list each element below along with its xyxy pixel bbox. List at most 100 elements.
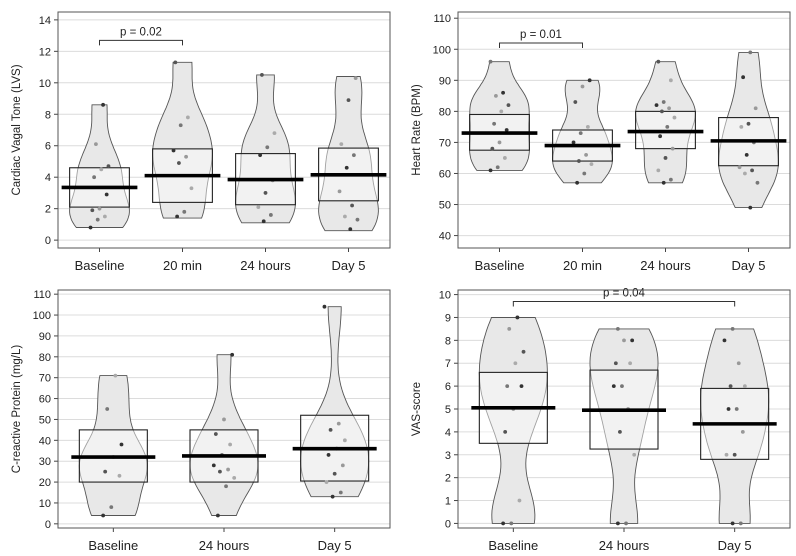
data-point (336, 421, 341, 426)
data-point (344, 165, 349, 170)
data-point (101, 102, 105, 107)
data-point (580, 84, 585, 89)
y-tick-label: 1 (445, 496, 451, 508)
data-point (503, 429, 508, 434)
data-point (672, 115, 677, 120)
data-point (326, 453, 331, 457)
data-point (661, 100, 666, 104)
y-tick-label: 10 (39, 498, 51, 510)
data-point (734, 407, 739, 411)
data-point (573, 100, 578, 104)
data-point (342, 438, 347, 443)
data-point (753, 106, 758, 111)
data-point (658, 134, 663, 139)
data-point (736, 361, 741, 366)
data-point (750, 168, 754, 173)
y-tick-label: 20 (39, 477, 51, 489)
data-point (330, 494, 335, 499)
data-point (632, 452, 637, 457)
x-tick-label: Day 5 (718, 538, 752, 553)
data-point (728, 384, 733, 389)
data-point (656, 168, 661, 173)
y-tick-label: 14 (39, 15, 51, 27)
data-point (611, 384, 616, 389)
density-bean (635, 61, 696, 184)
y-tick-label: 40 (39, 435, 51, 447)
data-point (261, 219, 266, 224)
data-point (738, 521, 743, 526)
data-point (117, 473, 122, 478)
y-tick-label: 2 (45, 204, 51, 216)
data-point (668, 78, 673, 83)
group-0: Baseline (471, 315, 556, 553)
y-tick-label: 2 (445, 473, 451, 485)
plot-frame (457, 289, 791, 529)
data-point (506, 103, 511, 108)
significance-bracket (512, 300, 736, 307)
y-tick-label: 6 (445, 381, 451, 393)
data-point (106, 164, 111, 169)
data-point (501, 521, 506, 526)
data-point (667, 106, 671, 111)
data-point (660, 109, 664, 114)
data-point (746, 121, 751, 126)
data-point (185, 115, 190, 120)
y-tick-label: 60 (439, 168, 451, 180)
data-point (618, 429, 622, 434)
data-point (265, 145, 270, 150)
data-point (97, 206, 102, 211)
data-point (222, 417, 226, 422)
data-point (488, 59, 493, 64)
group-1: 20 min (144, 60, 221, 273)
data-point (670, 146, 675, 151)
data-point (109, 505, 114, 510)
data-point (218, 469, 222, 474)
data-point (575, 180, 580, 185)
data-point (668, 177, 673, 182)
data-point (226, 467, 230, 472)
data-point (743, 171, 747, 176)
data-point (661, 180, 666, 185)
data-point (488, 168, 493, 173)
y-tick-label: 50 (439, 200, 451, 212)
data-point (268, 213, 273, 217)
y-tick-label: 50 (39, 414, 51, 426)
data-point (101, 513, 106, 518)
panel-hr: 40 50 60 70 80 90 100 110 Heart Rate (BPM) Baseli… (411, 11, 791, 273)
data-point (744, 152, 749, 157)
data-point (104, 192, 109, 197)
data-point (519, 384, 524, 389)
data-point (748, 50, 753, 55)
y-tick-label: 10 (39, 78, 51, 90)
panel-vas: 0 1 2 3 4 5 6 7 8 9 10 VAS-score Baseline 24 hours Day… (411, 287, 791, 553)
group-2: Day 5 (692, 327, 777, 553)
data-point (215, 513, 220, 518)
data-point (332, 471, 337, 476)
y-axis-label: VAS-score (411, 382, 423, 436)
group-1: 20 min (544, 78, 621, 273)
y-tick-label: 90 (39, 331, 51, 343)
data-point (755, 180, 760, 185)
data-point (256, 205, 261, 209)
y-tick-label: 6 (45, 141, 51, 153)
data-point (732, 452, 737, 457)
data-point (620, 384, 624, 389)
y-tick-label: 4 (445, 427, 451, 439)
density-bean (235, 74, 296, 224)
y-tick-label: 7 (445, 358, 451, 370)
y-tick-label: 100 (33, 310, 51, 322)
data-point (495, 165, 500, 170)
group-1: 24 hours (182, 352, 266, 553)
group-2: 24 hours (227, 73, 304, 273)
y-tick-label: 60 (39, 394, 51, 406)
data-point (505, 384, 510, 389)
data-point (103, 469, 108, 474)
data-point (513, 361, 518, 366)
data-point (578, 131, 583, 136)
y-tick-label: 40 (439, 231, 451, 243)
data-point (102, 214, 107, 219)
y-tick-label: 30 (39, 456, 51, 468)
significance-bracket (99, 39, 183, 46)
panel-lvs: 0 2 4 6 8 10 12 14 Cardiac Vagal Tone (LVS) Basel… (11, 11, 391, 273)
